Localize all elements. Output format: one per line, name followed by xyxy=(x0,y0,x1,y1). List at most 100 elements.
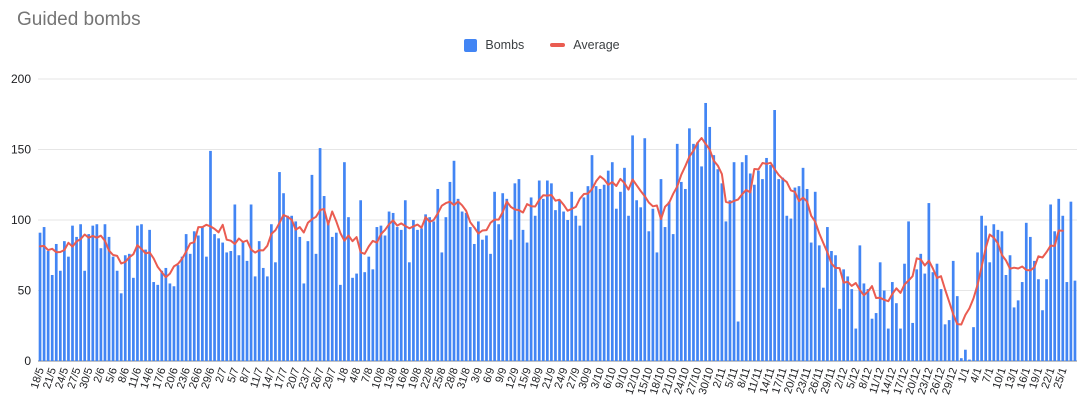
bar[interactable] xyxy=(850,289,854,361)
bar[interactable] xyxy=(196,235,200,361)
bar[interactable] xyxy=(684,188,687,361)
bar[interactable] xyxy=(704,102,707,361)
bar[interactable] xyxy=(915,269,919,361)
bar[interactable] xyxy=(1000,231,1004,361)
bar[interactable] xyxy=(655,252,659,361)
bar[interactable] xyxy=(700,166,703,361)
bar[interactable] xyxy=(696,142,699,361)
bar[interactable] xyxy=(817,245,821,361)
bar[interactable] xyxy=(793,187,797,361)
bar[interactable] xyxy=(935,263,939,361)
bar[interactable] xyxy=(505,198,509,361)
bar[interactable] xyxy=(558,200,561,361)
bar[interactable] xyxy=(412,220,415,361)
bar[interactable] xyxy=(594,186,598,361)
bar[interactable] xyxy=(115,270,119,361)
bar[interactable] xyxy=(537,180,541,361)
bar[interactable] xyxy=(403,200,407,361)
bar[interactable] xyxy=(716,169,720,361)
bar[interactable] xyxy=(233,204,237,361)
bar[interactable] xyxy=(371,269,375,361)
bar[interactable] xyxy=(838,308,841,361)
bar[interactable] xyxy=(213,234,216,361)
bar[interactable] xyxy=(1041,310,1044,361)
bar[interactable] xyxy=(249,204,253,361)
bar[interactable] xyxy=(886,328,890,361)
bar[interactable] xyxy=(554,210,557,361)
bar[interactable] xyxy=(387,211,391,361)
bar[interactable] xyxy=(168,283,172,361)
bar[interactable] xyxy=(456,198,460,361)
bar[interactable] xyxy=(440,252,444,361)
bar[interactable] xyxy=(395,227,399,361)
bar[interactable] xyxy=(127,253,131,361)
bar[interactable] xyxy=(574,215,578,361)
bar[interactable] xyxy=(529,197,533,361)
bar[interactable] xyxy=(107,236,111,361)
bar[interactable] xyxy=(302,283,306,361)
bar[interactable] xyxy=(428,217,431,361)
bar[interactable] xyxy=(468,227,472,361)
bar[interactable] xyxy=(140,224,143,361)
bar[interactable] xyxy=(367,256,371,361)
bar[interactable] xyxy=(1061,215,1065,361)
bar[interactable] xyxy=(606,170,610,361)
bar[interactable] xyxy=(103,224,107,361)
bar[interactable] xyxy=(533,215,537,361)
bar[interactable] xyxy=(391,212,395,361)
bar[interactable] xyxy=(631,135,634,361)
bar[interactable] xyxy=(663,227,667,361)
bar[interactable] xyxy=(501,193,505,361)
bar[interactable] xyxy=(95,224,99,361)
bar[interactable] xyxy=(1016,300,1020,361)
bar[interactable] xyxy=(748,173,752,361)
bar[interactable] xyxy=(996,229,1000,361)
bar[interactable] xyxy=(562,211,565,361)
bar[interactable] xyxy=(1057,198,1061,361)
bar[interactable] xyxy=(493,191,496,361)
bar[interactable] xyxy=(221,242,225,361)
bar[interactable] xyxy=(444,217,448,361)
bar[interactable] xyxy=(359,200,363,361)
bar[interactable] xyxy=(270,224,273,361)
bar[interactable] xyxy=(355,273,358,361)
bar[interactable] xyxy=(635,200,638,361)
bar[interactable] xyxy=(907,221,910,361)
bar[interactable] xyxy=(1033,260,1036,361)
bar[interactable] xyxy=(675,143,679,361)
bar[interactable] xyxy=(801,167,805,361)
bar[interactable] xyxy=(903,263,906,361)
bar[interactable] xyxy=(732,162,736,361)
bar[interactable] xyxy=(846,276,850,361)
bar[interactable] xyxy=(286,215,289,361)
bar[interactable] xyxy=(1008,255,1012,361)
bar[interactable] xyxy=(582,197,586,361)
bar[interactable] xyxy=(692,143,695,361)
bar[interactable] xyxy=(955,296,959,361)
bar[interactable] xyxy=(322,196,326,361)
bar[interactable] xyxy=(1049,204,1052,361)
bar[interactable] xyxy=(330,236,334,361)
bar[interactable] xyxy=(448,181,452,361)
bar[interactable] xyxy=(671,234,675,361)
bar[interactable] xyxy=(826,227,829,361)
bar[interactable] xyxy=(858,245,862,361)
bar[interactable] xyxy=(452,160,456,361)
bar[interactable] xyxy=(882,290,886,362)
bar[interactable] xyxy=(590,155,594,361)
bar[interactable] xyxy=(436,188,440,361)
bar[interactable] xyxy=(899,328,902,361)
bar[interactable] xyxy=(598,188,602,361)
bar[interactable] xyxy=(651,208,655,361)
bar[interactable] xyxy=(481,239,484,361)
bar[interactable] xyxy=(87,234,91,361)
bar[interactable] xyxy=(708,126,712,361)
bar[interactable] xyxy=(890,282,894,361)
bar[interactable] xyxy=(119,293,123,361)
bar[interactable] xyxy=(797,186,801,361)
bar[interactable] xyxy=(667,201,671,361)
bar[interactable] xyxy=(911,322,914,361)
bar[interactable] xyxy=(923,273,927,361)
bar[interactable] xyxy=(947,320,951,361)
bar[interactable] xyxy=(688,128,691,361)
